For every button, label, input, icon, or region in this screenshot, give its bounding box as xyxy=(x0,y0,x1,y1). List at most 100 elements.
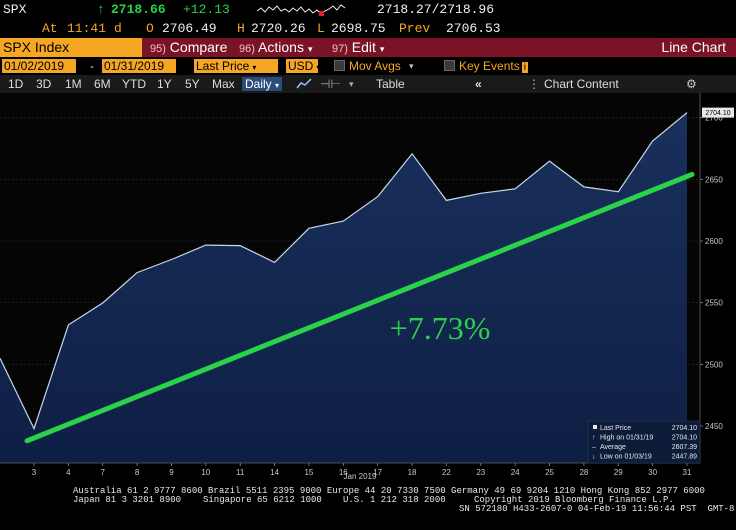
x-tick-label: 25 xyxy=(545,468,554,477)
range-ytd[interactable]: YTD xyxy=(122,77,146,91)
legend-label: High on 01/31/19 xyxy=(600,435,653,442)
x-tick-label: 16 xyxy=(339,468,348,477)
at-label: At xyxy=(42,21,58,36)
actions-number: 96) xyxy=(239,43,255,55)
frequency-select[interactable]: Daily ▾ xyxy=(242,77,283,91)
security-field[interactable]: SPX Index xyxy=(0,38,142,57)
settings-gear-icon[interactable]: ⚙ xyxy=(686,77,697,91)
mov-avgs-label: Mov Avgs xyxy=(349,59,401,73)
compare-label: Compare xyxy=(169,39,228,55)
range-1d[interactable]: 1D xyxy=(8,77,24,91)
legend-label: Average xyxy=(600,444,626,451)
range-row: 1D 3D 1M 6M YTD 1Y 5Y Max Daily ▾ ⊣⊢ ▾ T… xyxy=(0,75,736,93)
x-tick-label: 17 xyxy=(373,468,382,477)
footer-session-info: SN 572180 H433-2607-0 04-Feb-19 11:56:44… xyxy=(459,504,736,514)
key-events-checkbox[interactable] xyxy=(444,60,455,71)
field-select-value: Last Price xyxy=(196,59,250,73)
edit-label: Edit xyxy=(351,39,376,55)
x-tick-label: 22 xyxy=(442,468,451,477)
range-max[interactable]: Max xyxy=(212,77,235,91)
mov-avgs-checkbox[interactable] xyxy=(334,60,345,71)
range-6m[interactable]: 6M xyxy=(94,77,111,91)
chart-content-button[interactable]: Chart Content xyxy=(544,77,619,91)
currency-select[interactable]: USD ▾ xyxy=(286,59,321,73)
x-tick-label: 31 xyxy=(683,468,692,477)
last-value-tag: 2704.10 xyxy=(702,107,734,118)
legend-marker: ↓ xyxy=(592,454,596,461)
currency-dropdown-icon: ▾ xyxy=(316,63,321,72)
y-tick-label: 2700 xyxy=(705,114,723,123)
compare-number: 95) xyxy=(150,43,166,55)
date-separator: - xyxy=(90,59,94,73)
percent-change-annotation: +7.73% xyxy=(390,310,491,346)
footer-contacts-us: U.S. 1 212 318 2000 xyxy=(343,495,446,505)
quote-row-2: At 11:41 d O 2706.49 H 2720.26 L 2698.75… xyxy=(0,19,736,55)
price-chart: +7.73% 2450 2500 2550 2600 2650 2700 3 4 7 8 9 10 1… xyxy=(0,93,734,481)
high-label: H xyxy=(237,21,245,36)
x-tick-label: 14 xyxy=(270,468,279,477)
edit-dropdown-icon: ▾ xyxy=(379,44,385,54)
price-line xyxy=(0,112,688,431)
legend-marker: – xyxy=(592,444,596,451)
x-tick-label: 24 xyxy=(511,468,520,477)
sparkline-icon xyxy=(256,4,346,16)
trend-line xyxy=(24,171,695,444)
quote-time-flag: d xyxy=(114,21,122,36)
bid-ask: 2718.27/2718.96 xyxy=(377,2,495,17)
x-tick-label: 30 xyxy=(648,468,657,477)
actions-button[interactable]: 96) Actions ▾ xyxy=(239,39,312,55)
compare-button[interactable]: 95) Compare xyxy=(150,39,227,55)
edit-number: 97) xyxy=(332,43,348,55)
y-axis: 2450 2500 2550 2600 2650 2700 xyxy=(699,93,723,463)
up-arrow-icon: ↑ xyxy=(97,2,105,17)
legend-value: 2704.10 xyxy=(672,425,697,432)
table-button[interactable]: Table xyxy=(376,77,405,91)
info-icon[interactable]: i xyxy=(521,62,528,73)
open-price: 2706.49 xyxy=(162,21,217,36)
range-1y[interactable]: 1Y xyxy=(157,77,172,91)
x-tick-label: 11 xyxy=(236,468,245,477)
chart-content-menu-icon[interactable]: ⋮ xyxy=(528,77,540,91)
key-events-toggle[interactable]: Key Events i xyxy=(444,59,528,73)
x-tick-label: 7 xyxy=(101,468,106,477)
footer-contacts-1: Australia 61 2 9777 8600 Brazil 5511 239… xyxy=(73,486,705,496)
collapse-icon[interactable]: « xyxy=(475,77,482,91)
line-chart-icon[interactable] xyxy=(296,78,312,90)
x-tick-label: 28 xyxy=(579,468,588,477)
actions-dropdown-icon: ▾ xyxy=(307,44,313,54)
legend-box xyxy=(587,420,701,464)
high-price: 2720.26 xyxy=(251,21,306,36)
mov-avgs-toggle[interactable]: Mov Avgs xyxy=(334,59,401,73)
field-select[interactable]: Last Price ▾ xyxy=(194,59,278,73)
y-tick-label: 2600 xyxy=(705,237,723,246)
end-date-field[interactable]: 01/31/2019 xyxy=(102,59,176,73)
low-price: 2698.75 xyxy=(331,21,386,36)
x-tick-label: 9 xyxy=(169,468,174,477)
quote-row-1: SPX ↑ 2718.66 +12.13 2718.27/2718.96 xyxy=(0,0,736,19)
mov-avgs-dropdown-icon[interactable]: ▾ xyxy=(409,61,414,71)
range-1m[interactable]: 1M xyxy=(65,77,82,91)
x-tick-label: 3 xyxy=(32,468,37,477)
controls-row: 01/02/2019 - 01/31/2019 Last Price ▾ USD ▾… xyxy=(0,57,736,75)
open-label: O xyxy=(146,21,154,36)
range-3d[interactable]: 3D xyxy=(36,77,52,91)
legend-value: 2607.39 xyxy=(672,444,697,451)
candle-icon[interactable]: ⊣⊢ xyxy=(320,77,341,91)
price-change: +12.13 xyxy=(183,2,230,17)
legend-value: 2447.89 xyxy=(672,454,697,461)
start-date-field[interactable]: 01/02/2019 xyxy=(2,59,76,73)
range-5y[interactable]: 5Y xyxy=(185,77,200,91)
footer-copyright: Copyright 2019 Bloomberg Finance L.P. xyxy=(474,495,674,505)
month-label: Jan 2019 xyxy=(344,472,377,481)
x-tick-label: 18 xyxy=(408,468,417,477)
footer-contacts-singapore: Singapore 65 6212 1000 xyxy=(203,495,322,505)
y-tick-label: 2650 xyxy=(705,175,723,184)
title-bar: SPX Index 95) Compare 96) Actions ▾ 97) E… xyxy=(0,38,736,57)
last-value-tag-text: 2704.10 xyxy=(705,110,730,117)
field-dropdown-icon: ▾ xyxy=(252,63,257,72)
legend-label: Low on 01/03/19 xyxy=(600,454,652,461)
edit-button[interactable]: 97) Edit ▾ xyxy=(332,39,384,55)
legend-swatch xyxy=(593,425,597,429)
last-value-tag-box xyxy=(702,107,734,118)
chart-style-dropdown-icon[interactable]: ▾ xyxy=(349,79,354,89)
